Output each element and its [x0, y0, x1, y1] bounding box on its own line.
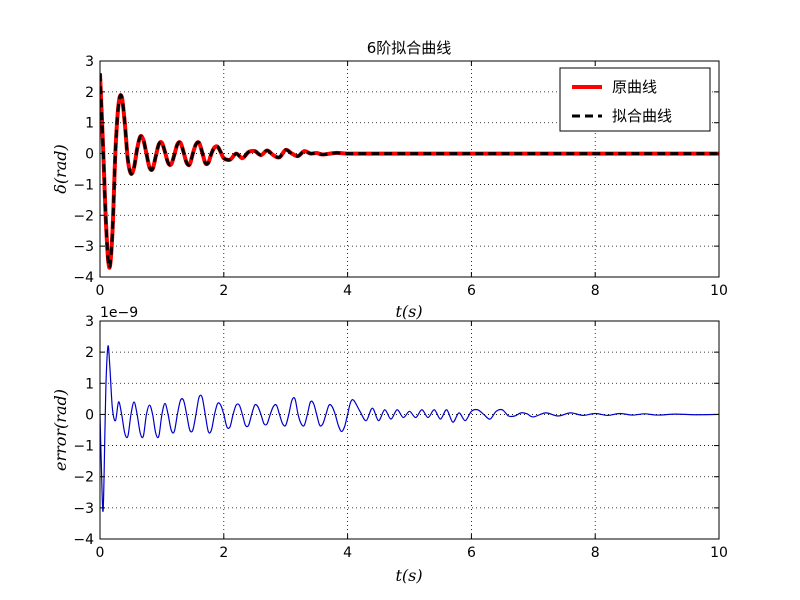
bottom-x-axis-label: t(s) — [395, 566, 422, 585]
bottom-y-tick-label: 0 — [85, 407, 94, 423]
bottom-y-offset-label: 1e−9 — [100, 305, 138, 321]
bottom-y-tick-label: −3 — [73, 501, 94, 517]
top-series-group — [100, 73, 719, 270]
series-line-fitted — [100, 73, 719, 270]
top-x-tick-label: 6 — [467, 283, 476, 299]
bottom-y-tick-label: −4 — [73, 532, 94, 548]
top-y-tick-label: −3 — [73, 239, 94, 255]
top-y-tick-label: −4 — [73, 270, 94, 286]
bottom-x-tick-label: 10 — [710, 545, 728, 561]
bottom-x-tick-label: 6 — [467, 545, 476, 561]
bottom-axes-frame — [99, 320, 720, 540]
bottom-y-tick-label: −2 — [73, 470, 94, 486]
bottom-series-group — [100, 345, 719, 512]
legend: 原曲线 拟合曲线 — [559, 67, 711, 132]
top-y-tick-label: −2 — [73, 208, 94, 224]
top-x-tick-label: 0 — [96, 283, 105, 299]
legend-label-fitted: 拟合曲线 — [612, 107, 672, 125]
bottom-x-tick-label: 8 — [591, 545, 600, 561]
top-y-tick-label: 1 — [85, 116, 94, 132]
top-chart-title: 6阶拟合曲线 — [367, 39, 452, 57]
top-x-tick-label: 4 — [343, 283, 352, 299]
top-y-axis-label: δ(rad) — [51, 144, 70, 194]
top-y-ticks: −4 −3 −2 −1 0 1 2 3 — [73, 54, 719, 286]
legend-box — [559, 67, 711, 132]
bottom-y-axis-label: error(rad) — [51, 389, 70, 471]
bottom-x-tick-label: 2 — [219, 545, 228, 561]
top-y-tick-label: −1 — [73, 177, 94, 193]
top-x-tick-label: 8 — [591, 283, 600, 299]
bottom-y-tick-label: 2 — [85, 345, 94, 361]
legend-label-original: 原曲线 — [612, 78, 657, 96]
bottom-x-tick-label: 0 — [96, 545, 105, 561]
bottom-x-ticks: 0 2 4 6 8 10 — [96, 321, 728, 561]
top-y-tick-label: 0 — [85, 147, 94, 163]
bottom-grid — [100, 321, 719, 539]
bottom-y-tick-label: −1 — [73, 439, 94, 455]
top-x-axis-label: t(s) — [395, 302, 422, 321]
top-x-tick-label: 2 — [219, 283, 228, 299]
top-x-ticks: 0 2 4 6 8 10 — [96, 61, 728, 299]
top-y-tick-label: 3 — [85, 54, 94, 70]
series-line-error — [100, 345, 719, 512]
bottom-y-ticks: −4 −3 −2 −1 0 1 2 3 — [73, 314, 719, 548]
bottom-y-tick-label: 1 — [85, 376, 94, 392]
bottom-y-tick-label: 3 — [85, 314, 94, 330]
top-y-tick-label: 2 — [85, 85, 94, 101]
top-axes-frame — [99, 60, 720, 278]
top-x-tick-label: 10 — [710, 283, 728, 299]
bottom-x-tick-label: 4 — [343, 545, 352, 561]
bottom-axes: 0 2 4 6 8 10 −4 −3 −2 −1 0 1 2 3 1e−9 t(s) error(rad… — [51, 305, 728, 585]
